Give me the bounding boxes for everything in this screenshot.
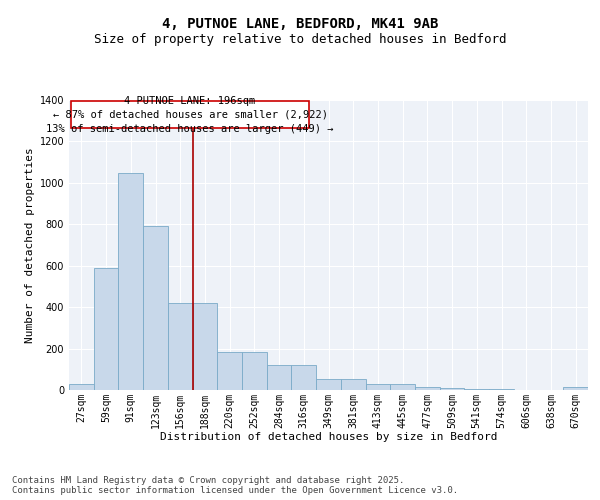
Bar <box>390 384 415 390</box>
Bar <box>440 388 464 390</box>
Text: 4, PUTNOE LANE, BEDFORD, MK41 9AB: 4, PUTNOE LANE, BEDFORD, MK41 9AB <box>162 18 438 32</box>
Bar <box>464 389 489 390</box>
Bar <box>143 226 168 390</box>
Bar <box>292 365 316 390</box>
Text: 4 PUTNOE LANE: 196sqm
← 87% of detached houses are smaller (2,922)
13% of semi-d: 4 PUTNOE LANE: 196sqm ← 87% of detached … <box>46 96 334 134</box>
Bar <box>267 365 292 390</box>
Bar <box>341 378 365 390</box>
Bar <box>217 352 242 390</box>
Bar <box>563 387 588 390</box>
Bar <box>94 268 118 390</box>
Bar <box>316 378 341 390</box>
Text: Size of property relative to detached houses in Bedford: Size of property relative to detached ho… <box>94 32 506 46</box>
Y-axis label: Number of detached properties: Number of detached properties <box>25 147 35 343</box>
Bar <box>69 384 94 390</box>
Bar <box>193 303 217 390</box>
X-axis label: Distribution of detached houses by size in Bedford: Distribution of detached houses by size … <box>160 432 497 442</box>
Text: Contains HM Land Registry data © Crown copyright and database right 2025.
Contai: Contains HM Land Registry data © Crown c… <box>12 476 458 495</box>
Bar <box>168 303 193 390</box>
Bar <box>118 172 143 390</box>
Bar <box>365 384 390 390</box>
Bar <box>415 387 440 390</box>
Bar <box>242 352 267 390</box>
